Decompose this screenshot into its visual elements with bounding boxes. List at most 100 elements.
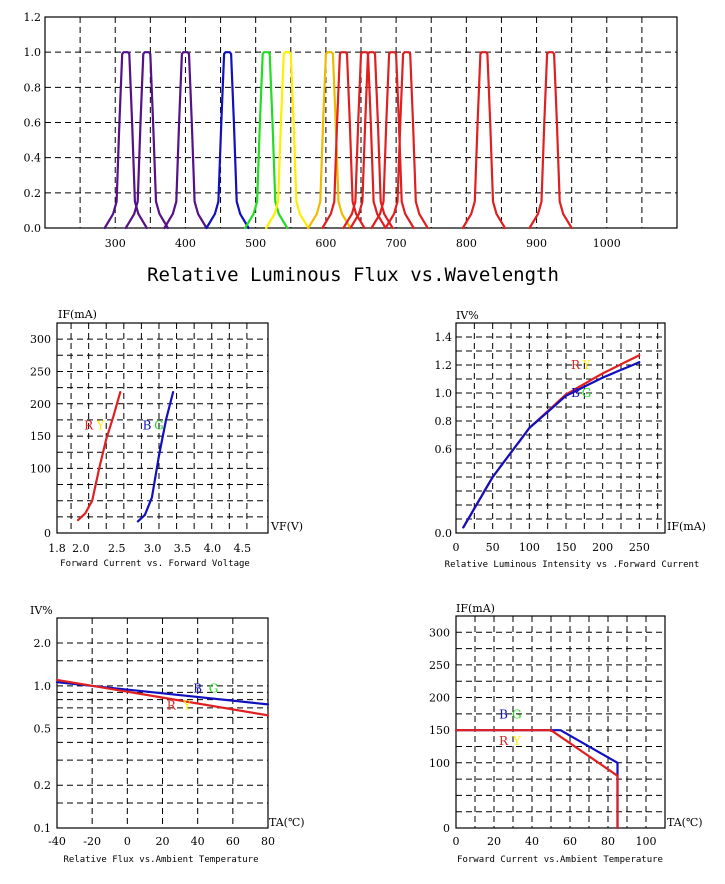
x-axis-label: TA(℃) xyxy=(667,816,703,829)
y-tick-label: 100 xyxy=(429,757,450,770)
y-tick-label: 0.8 xyxy=(24,81,42,94)
series-tag-g: G xyxy=(154,419,164,433)
x-tick-label: -40 xyxy=(48,835,66,848)
x-tick-label: 300 xyxy=(105,237,126,250)
y-tick-label: 250 xyxy=(429,659,450,672)
y-tick-label: 200 xyxy=(429,692,450,705)
series-tag-y: Y xyxy=(96,419,106,433)
derating-line-ry xyxy=(454,729,619,830)
grid-lines xyxy=(45,17,677,228)
x-tick-label: 150 xyxy=(556,541,577,554)
series-tag-g: G xyxy=(582,386,592,400)
x-axis-label: TA(℃) xyxy=(269,816,305,829)
x-tick-label: 700 xyxy=(386,237,407,250)
y-tick-label: 1.0 xyxy=(34,680,52,693)
x-tick-label: 1.8 xyxy=(48,542,66,555)
x-tick-label: 100 xyxy=(636,835,657,848)
chart-caption: Relative Flux vs.Ambient Temperature xyxy=(63,855,258,865)
spectrum-peak-715 xyxy=(384,51,429,230)
y-tick-label: 0.8 xyxy=(435,415,453,428)
y-tick-label: 0 xyxy=(443,822,450,835)
y-tick-label: 0.2 xyxy=(24,187,42,200)
y-tick-label: 0.6 xyxy=(435,443,453,456)
flux-temp-line-ry xyxy=(55,678,270,717)
y-tick-label: 0.5 xyxy=(34,723,52,736)
x-axis-label: VF(V) xyxy=(270,520,303,533)
y-tick-label: 0.0 xyxy=(24,222,42,235)
x-tick-label: 250 xyxy=(629,541,650,554)
y-tick-label: 300 xyxy=(30,333,51,346)
x-tick-label: 20 xyxy=(487,835,501,848)
x-tick-label: 3.5 xyxy=(174,542,192,555)
x-tick-label: 900 xyxy=(526,237,547,250)
series-tag-g: G xyxy=(512,707,522,721)
x-tick-label: 40 xyxy=(191,835,205,848)
x-tick-label: 60 xyxy=(226,835,240,848)
plot-frame xyxy=(56,617,269,829)
spectrum-peak-545 xyxy=(265,51,310,230)
y-tick-label: 150 xyxy=(30,430,51,443)
series-tag-g: G xyxy=(209,681,219,695)
x-tick-label: 500 xyxy=(245,237,266,250)
iv-curve-ry xyxy=(76,391,122,522)
grid-lines xyxy=(456,616,665,828)
iv-if-curve-bg xyxy=(462,361,641,529)
grid-lines xyxy=(57,323,268,533)
x-tick-label: 3.0 xyxy=(144,542,162,555)
series-tag-r: R xyxy=(571,358,581,372)
x-tick-label: 400 xyxy=(175,237,196,250)
series-tag-y: Y xyxy=(582,358,592,372)
x-tick-label: 0 xyxy=(453,835,460,848)
x-tick-label: 60 xyxy=(563,835,577,848)
y-tick-label: 0.6 xyxy=(24,117,42,130)
spectrum-peak-605 xyxy=(307,51,352,230)
x-tick-label: 50 xyxy=(486,541,500,554)
y-tick-label: 0.1 xyxy=(34,822,52,835)
y-axis-label: IV% xyxy=(30,604,53,617)
y-tick-label: 0.4 xyxy=(24,152,42,165)
plot-frame xyxy=(455,322,666,534)
spectrum-peak-825 xyxy=(461,51,507,230)
plot-frame xyxy=(56,322,269,534)
spectrum-peak-460 xyxy=(205,51,250,230)
y-axis-label: IV% xyxy=(456,309,479,322)
x-tick-label: 100 xyxy=(519,541,540,554)
x-tick-label: -20 xyxy=(83,835,101,848)
y-tick-label: 100 xyxy=(30,462,51,475)
y-tick-label: 250 xyxy=(30,365,51,378)
spectrum-peak-665 xyxy=(349,51,394,230)
chart-caption: Forward Current vs. Forward Voltage xyxy=(60,559,250,569)
y-tick-label: 0.2 xyxy=(34,779,52,792)
y-tick-label: 150 xyxy=(429,724,450,737)
spectrum-peak-315 xyxy=(103,51,148,230)
x-tick-label: 2.0 xyxy=(72,542,90,555)
x-tick-label: 2.5 xyxy=(108,542,126,555)
series-tag-b: B xyxy=(143,419,152,433)
plot-frame xyxy=(44,16,678,229)
series-tag-b: B xyxy=(499,707,508,721)
grid-lines xyxy=(57,618,268,828)
x-tick-label: 200 xyxy=(592,541,613,554)
series-tag-y: Y xyxy=(182,699,192,713)
y-tick-label: 1.0 xyxy=(435,387,453,400)
x-tick-label: 4.0 xyxy=(204,542,222,555)
spectrum-peak-695 xyxy=(370,51,415,230)
x-tick-label: 0 xyxy=(453,541,460,554)
y-tick-label: 1.0 xyxy=(24,46,42,59)
spectrum-peak-625 xyxy=(321,51,366,230)
x-tick-label: 80 xyxy=(261,835,275,848)
spectrum-peak-515 xyxy=(244,51,289,230)
x-tick-label: 4.5 xyxy=(234,542,252,555)
y-tick-label: 2.0 xyxy=(34,637,52,650)
y-tick-label: 0 xyxy=(44,527,51,540)
series-tag-y: Y xyxy=(512,734,522,748)
series-tag-b: B xyxy=(193,681,202,695)
spectrum-peak-920 xyxy=(528,51,573,230)
chart-title: Relative Luminous Flux vs.Wavelength xyxy=(147,264,559,286)
plot-frame xyxy=(455,615,666,829)
series-tag-r: R xyxy=(84,419,94,433)
x-tick-label: 0 xyxy=(124,835,131,848)
y-tick-label: 300 xyxy=(429,626,450,639)
chart-caption: Forward Current vs.Ambient Temperature xyxy=(457,855,663,865)
